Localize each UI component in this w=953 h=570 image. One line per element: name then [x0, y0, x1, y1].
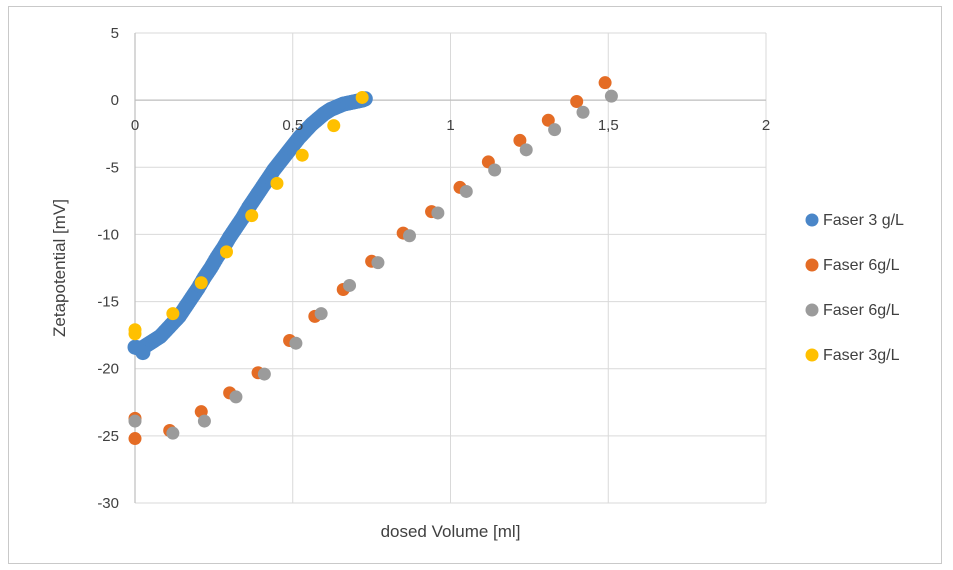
- data-point: [519, 143, 533, 157]
- legend: Faser 3 g/L Faser 6g/L Faser 6g/L Faser 3g/…: [805, 212, 904, 364]
- data-point: [541, 113, 555, 127]
- data-point: [166, 426, 180, 440]
- data-point: [459, 184, 473, 198]
- data-point: [219, 245, 233, 259]
- y-tick-label: -15: [97, 294, 119, 311]
- legend-label: Faser 6g/L: [823, 302, 900, 319]
- data-point: [604, 89, 618, 103]
- data-point: [166, 307, 180, 321]
- data-point: [402, 229, 416, 243]
- data-point: [257, 367, 271, 381]
- data-point: [431, 206, 445, 220]
- legend-marker: [805, 303, 819, 317]
- data-point: [135, 345, 151, 361]
- legend-marker: [805, 213, 819, 227]
- series-markers: [127, 76, 618, 446]
- legend-label: Faser 3 g/L: [823, 212, 904, 229]
- y-tick-label: -20: [97, 361, 119, 378]
- tick-labels: 5 0 -5 -10 -15 -20 -25 -30 0 0,5 1 1,5 2: [97, 25, 770, 512]
- y-tick-label: -25: [97, 428, 119, 445]
- data-point: [570, 94, 584, 108]
- x-tick-label: 0,5: [282, 117, 303, 134]
- data-point: [197, 414, 211, 428]
- data-point: [289, 336, 303, 350]
- data-point: [314, 307, 328, 321]
- scatter-chart: 5 0 -5 -10 -15 -20 -25 -30 0 0,5 1 1,5 2 dosed Volum…: [50, 25, 904, 541]
- grid: [135, 32, 767, 504]
- x-axis-title: dosed Volume [ml]: [381, 522, 521, 541]
- data-point: [598, 76, 612, 90]
- data-point: [576, 105, 590, 119]
- data-point: [327, 119, 341, 133]
- data-point: [488, 163, 502, 177]
- data-point: [343, 278, 357, 292]
- x-tick-label: 0: [131, 117, 139, 134]
- data-point: [245, 209, 259, 223]
- data-point: [513, 133, 527, 147]
- data-point: [548, 123, 562, 137]
- series-2: [128, 76, 612, 446]
- data-point: [270, 176, 284, 190]
- x-tick-label: 1,5: [598, 117, 619, 134]
- data-point: [229, 390, 243, 404]
- data-point: [194, 276, 208, 290]
- legend-marker: [805, 348, 819, 362]
- data-point: [128, 432, 142, 446]
- data-point: [295, 148, 309, 162]
- y-tick-label: 5: [111, 25, 119, 42]
- data-point: [128, 414, 142, 428]
- series-4: [128, 90, 369, 341]
- y-tick-label: -30: [97, 495, 119, 512]
- legend-marker: [805, 258, 819, 272]
- data-point: [355, 90, 369, 104]
- legend-label: Faser 3g/L: [823, 347, 900, 364]
- legend-label: Faser 6g/L: [823, 257, 900, 274]
- y-tick-label: 0: [111, 92, 119, 109]
- series-3: [128, 89, 618, 440]
- y-axis-title: Zetapotential [mV]: [50, 199, 69, 337]
- x-tick-label: 1: [446, 117, 454, 134]
- data-point: [128, 323, 142, 337]
- x-tick-label: 2: [762, 117, 770, 134]
- chart-frame: 5 0 -5 -10 -15 -20 -25 -30 0 0,5 1 1,5 2 dosed Volum…: [8, 6, 942, 564]
- data-point: [371, 256, 385, 270]
- y-tick-label: -5: [106, 159, 119, 176]
- y-tick-label: -10: [97, 226, 119, 243]
